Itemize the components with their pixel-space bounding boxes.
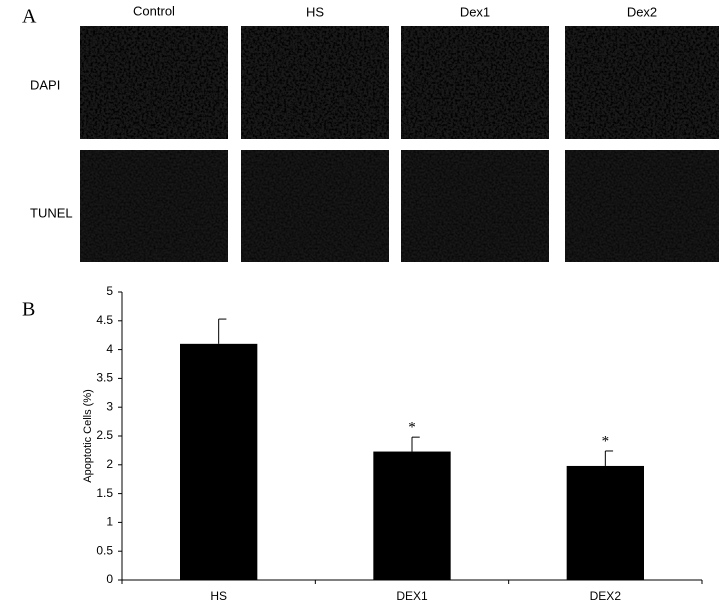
y-tick-label: 0.5 [96, 543, 113, 557]
bar [566, 465, 644, 580]
y-tick-label: 2.5 [96, 428, 113, 442]
column-label: Control [133, 3, 175, 18]
column-label: Dex2 [627, 4, 657, 19]
x-tick-label: DEX2 [590, 589, 622, 603]
row-label: DAPI [30, 77, 60, 92]
y-tick-label: 3.5 [96, 371, 113, 385]
panel-label: B [22, 299, 35, 321]
micrograph-texture [401, 150, 549, 262]
micrograph-texture [80, 26, 228, 139]
panel-label: A [22, 6, 37, 28]
x-tick-label: DEX1 [396, 589, 428, 603]
y-tick-label: 1.5 [96, 486, 113, 500]
y-axis-label: Apoptotic Cells (%) [82, 389, 94, 483]
significance-mark: * [602, 433, 610, 449]
y-tick-label: 4 [106, 342, 113, 356]
micrograph-texture [565, 150, 719, 262]
y-tick-label: 3 [106, 399, 113, 413]
micrograph-texture [241, 150, 389, 262]
significance-mark: * [408, 420, 416, 436]
micrograph-texture [80, 150, 228, 262]
y-tick-label: 1 [106, 515, 113, 529]
y-tick-label: 0 [106, 572, 113, 586]
micrograph-texture [401, 26, 549, 139]
row-label: TUNEL [30, 205, 73, 220]
y-tick-label: 5 [106, 284, 113, 298]
column-label: Dex1 [460, 4, 490, 19]
y-tick-label: 2 [106, 457, 113, 471]
micrographs [80, 26, 719, 262]
micrograph-texture [241, 26, 389, 139]
bar [373, 451, 451, 580]
x-tick-label: HS [210, 589, 227, 603]
y-tick-label: 4.5 [96, 313, 113, 327]
micrograph-texture [565, 26, 719, 139]
bar [180, 343, 258, 580]
column-label: HS [306, 4, 324, 19]
